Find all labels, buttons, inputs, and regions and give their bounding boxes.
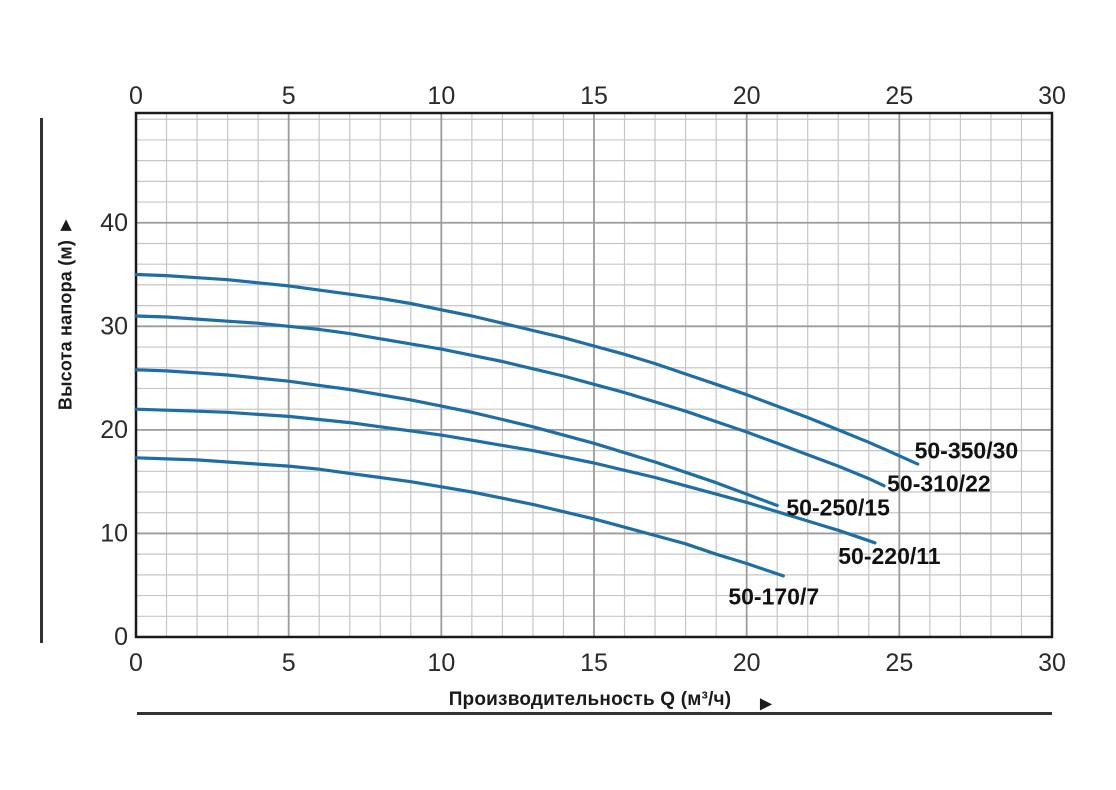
tick-bottom-25: 25	[885, 649, 913, 677]
tick-bottom-0: 0	[129, 649, 143, 677]
curve-50-170-7	[134, 456, 785, 578]
tick-bottom-20: 20	[733, 649, 761, 677]
tick-top-5: 5	[282, 82, 296, 110]
y-axis-title: Высота напора (м)	[55, 239, 76, 411]
tick-top-25: 25	[885, 82, 913, 110]
plot-border	[134, 111, 1054, 639]
x-axis-right-arrow-icon: ▶	[759, 693, 773, 713]
y-axis-up-arrow-icon: ▲	[60, 215, 72, 233]
tick-bottom-30: 30	[1038, 649, 1066, 677]
curve-label-50-220-11: 50-220/11	[838, 543, 941, 569]
curve-50-350-30	[134, 272, 920, 466]
x-axis-decor-line	[137, 712, 1052, 715]
tick-top-10: 10	[427, 82, 455, 110]
curve-50-310-22	[134, 314, 886, 488]
y-axis-decor-line	[40, 118, 43, 643]
curve-label-50-170-7: 50-170/7	[728, 584, 819, 610]
tick-top-20: 20	[733, 82, 761, 110]
tick-left-10: 10	[100, 519, 128, 547]
tick-bottom-5: 5	[282, 649, 296, 677]
curve-label-50-250-15: 50-250/15	[786, 495, 890, 521]
tick-bottom-15: 15	[580, 649, 608, 677]
tick-bottom-10: 10	[427, 649, 455, 677]
tick-left-20: 20	[100, 416, 128, 444]
tick-left-30: 30	[100, 312, 128, 340]
tick-left-0: 0	[114, 623, 128, 651]
curve-50-220-11	[134, 407, 877, 545]
x-axis-title: Производительность Q (м³/ч)	[448, 689, 732, 710]
tick-top-15: 15	[580, 82, 608, 110]
curve-50-250-15	[134, 368, 779, 508]
tick-left-40: 40	[100, 209, 128, 237]
curve-label-50-350-30: 50-350/30	[915, 438, 1019, 464]
tick-top-30: 30	[1038, 82, 1066, 110]
curve-label-50-310-22: 50-310/22	[887, 471, 991, 497]
tick-top-0: 0	[129, 82, 143, 110]
